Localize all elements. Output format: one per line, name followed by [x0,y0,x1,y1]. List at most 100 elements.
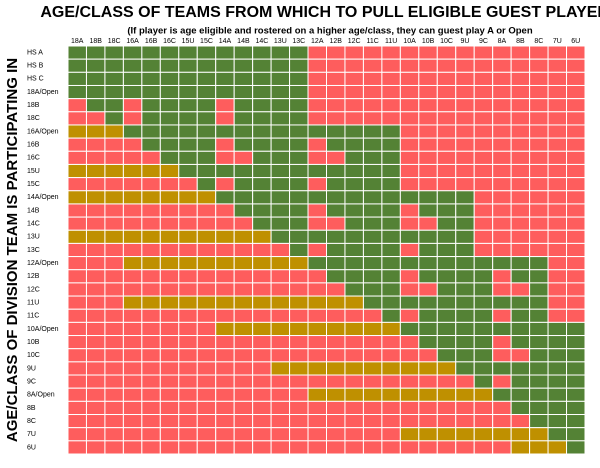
cell [510,361,531,376]
cell [344,190,364,205]
cell [67,295,87,310]
cell [85,84,106,100]
cell [252,414,272,429]
cell [85,124,106,139]
cell [326,111,346,126]
cell [67,361,87,376]
cell [436,137,457,152]
cell [252,84,272,100]
cell [510,335,531,350]
cell [529,84,549,100]
cell [473,308,494,323]
cell [252,361,272,376]
cell [362,400,383,416]
row-label: 15C [27,181,40,188]
cell [455,256,475,271]
cell [418,361,438,376]
cell [510,269,531,284]
cell [344,84,364,100]
row-label: 10B [27,339,40,346]
cell [566,45,586,60]
cell [566,387,586,402]
cell [326,98,346,113]
cell [141,71,161,86]
cell [399,190,420,205]
cell [141,414,161,429]
cell [492,282,512,297]
cell [215,216,235,231]
cell [122,216,143,231]
cell [270,387,291,402]
cell [436,282,457,297]
cell [455,216,475,231]
cell [141,45,161,60]
cell [455,190,475,205]
cell [67,137,87,152]
row-label: 7U [27,431,36,438]
cell [326,295,346,310]
cell [122,335,143,350]
cell [178,269,198,284]
cell [215,308,235,323]
cell [104,177,124,192]
cell [307,295,327,310]
cell [215,84,235,100]
cell [233,150,254,165]
cell [455,427,475,442]
cell [141,348,161,363]
cell [566,361,586,376]
cell [178,45,198,60]
cell [85,150,106,165]
cell [566,269,586,284]
cell [289,71,309,86]
cell [289,440,309,455]
cell [141,374,161,389]
cell [436,203,457,218]
cell [196,308,217,323]
cell [455,177,475,192]
cell [362,282,383,297]
cell [529,387,549,402]
row-label: 12C [27,286,40,293]
cell [399,58,420,73]
cell [215,374,235,389]
cell [178,229,198,244]
cell [473,111,494,126]
cell [178,216,198,231]
cell [510,71,531,86]
cell [399,400,420,416]
cell [566,177,586,192]
cell [307,163,327,179]
cell [418,216,438,231]
cell [196,216,217,231]
cell [104,374,124,389]
cell [307,321,327,337]
cell [473,282,494,297]
row-label: 8C [27,418,36,425]
cell [326,177,346,192]
cell [141,295,161,310]
cell [510,282,531,297]
cell [381,190,401,205]
cell [326,308,346,323]
cell [566,427,586,442]
cell [178,374,198,389]
cell [510,203,531,218]
cell [104,348,124,363]
cell [529,124,549,139]
cell [381,440,401,455]
cell [399,137,420,152]
cell [326,269,346,284]
cell [326,203,346,218]
cell [252,58,272,73]
cell [436,242,457,258]
cell [289,84,309,100]
cell [455,295,475,310]
cell [270,361,291,376]
cell [233,58,254,73]
cell [307,137,327,152]
cell [215,361,235,376]
cell [344,440,364,455]
cell [233,242,254,258]
cell [85,295,106,310]
